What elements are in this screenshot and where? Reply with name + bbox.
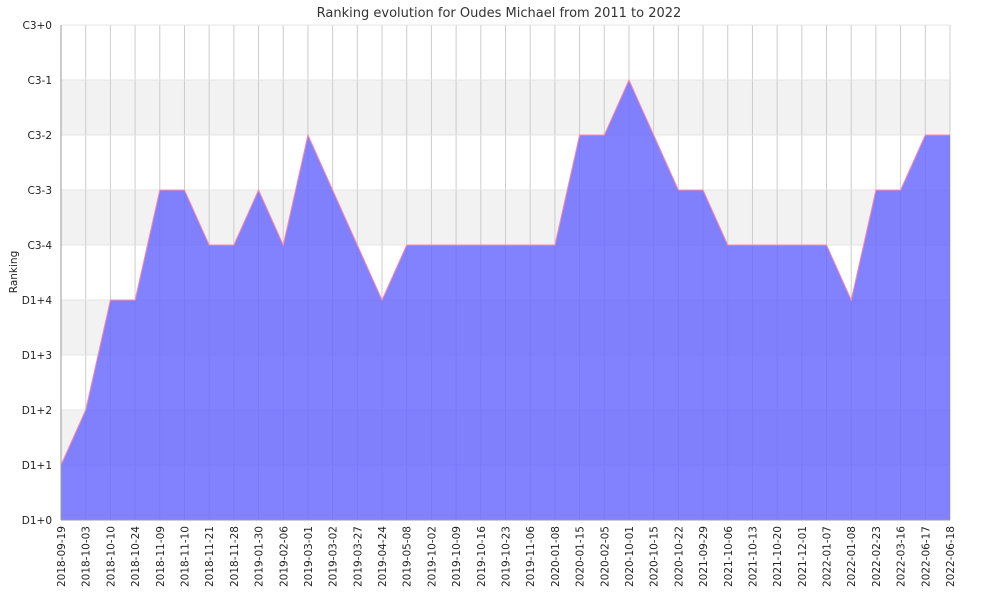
y-tick-label: C3-3 — [28, 185, 52, 197]
y-tick-label: D1+4 — [22, 295, 53, 307]
x-tick-label: 2018-10-03 — [81, 526, 93, 587]
y-axis-label: Ranking — [8, 251, 20, 293]
x-tick-label: 2020-10-01 — [624, 526, 636, 587]
x-tick-label: 2019-03-02 — [328, 526, 340, 587]
x-tick-label: 2020-01-15 — [575, 526, 587, 587]
y-tick-label: C3-1 — [28, 75, 52, 87]
x-tick-label: 2022-01-07 — [822, 526, 834, 587]
x-tick-label: 2021-10-20 — [772, 526, 784, 587]
x-tick-label: 2018-10-10 — [105, 526, 117, 587]
x-tick-label: 2022-06-18 — [945, 526, 957, 587]
x-tick-label: 2019-03-01 — [303, 526, 315, 587]
x-tick-label: 2018-10-24 — [130, 526, 142, 587]
y-tick-label: D1+2 — [22, 405, 52, 417]
x-tick-label: 2022-01-08 — [846, 526, 858, 587]
x-tick-label: 2019-02-06 — [278, 526, 290, 587]
chart-title: Ranking evolution for Oudes Michael from… — [317, 6, 682, 21]
x-tick-label: 2021-12-01 — [797, 526, 809, 587]
x-tick-label: 2018-11-21 — [204, 526, 216, 587]
x-tick-label: 2018-09-19 — [56, 526, 68, 587]
x-tick-label: 2022-03-16 — [896, 526, 908, 587]
x-tick-label: 2020-10-15 — [649, 526, 661, 587]
x-tick-label: 2018-11-28 — [229, 526, 241, 587]
ranking-area — [61, 80, 950, 520]
x-tick-label: 2018-11-10 — [179, 526, 191, 587]
y-tick-label: D1+3 — [22, 350, 52, 362]
x-tick-label: 2019-03-27 — [352, 526, 364, 587]
x-tick-label: 2021-09-29 — [698, 526, 710, 587]
y-tick-label: C3-2 — [28, 130, 52, 142]
x-tick-label: 2019-05-08 — [402, 526, 414, 587]
x-tick-label: 2019-01-30 — [254, 526, 266, 587]
x-tick-label: 2022-02-23 — [871, 526, 883, 587]
x-tick-label: 2021-10-13 — [747, 526, 759, 587]
x-tick-label: 2021-10-06 — [723, 526, 735, 587]
x-tick-label: 2019-10-09 — [451, 526, 463, 587]
x-tick-label: 2018-11-09 — [155, 526, 167, 587]
x-tick-label: 2020-02-05 — [599, 526, 611, 587]
y-tick-label: C3-4 — [28, 240, 53, 252]
x-tick-label: 2020-10-22 — [673, 526, 685, 587]
x-tick-label: 2022-06-17 — [920, 526, 932, 587]
y-tick-labels: D1+0 D1+1 D1+2 D1+3 D1+4 C3-4 C3-3 C3-2 C3-1 C3+0 — [22, 20, 53, 527]
x-tick-label: 2019-11-06 — [525, 526, 537, 587]
x-tick-label: 2019-10-16 — [476, 526, 488, 587]
y-tick-label: D1+0 — [22, 515, 52, 527]
y-tick-label: C3+0 — [23, 20, 53, 32]
x-tick-label: 2019-04-24 — [377, 526, 389, 587]
x-tick-label: 2020-01-08 — [550, 526, 562, 587]
x-tick-label: 2019-10-23 — [501, 526, 513, 587]
x-tick-labels: 2018-09-19 2018-10-03 2018-10-10 2018-10-24… — [56, 526, 957, 587]
y-tick-label: D1+1 — [22, 460, 52, 472]
ranking-line — [60, 78, 950, 466]
x-tick-label: 2019-10-02 — [426, 526, 438, 587]
